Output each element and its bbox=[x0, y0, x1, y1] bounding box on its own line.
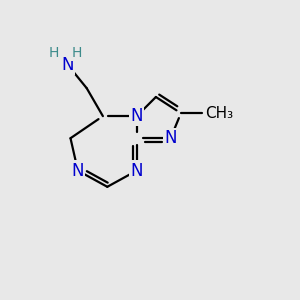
Text: CH₃: CH₃ bbox=[205, 106, 233, 121]
Text: N: N bbox=[164, 129, 177, 147]
Text: N: N bbox=[61, 56, 74, 74]
Text: H: H bbox=[71, 46, 82, 60]
Text: N: N bbox=[72, 162, 84, 180]
Text: N: N bbox=[130, 162, 143, 180]
Text: N: N bbox=[130, 107, 143, 125]
Text: H: H bbox=[49, 46, 59, 60]
